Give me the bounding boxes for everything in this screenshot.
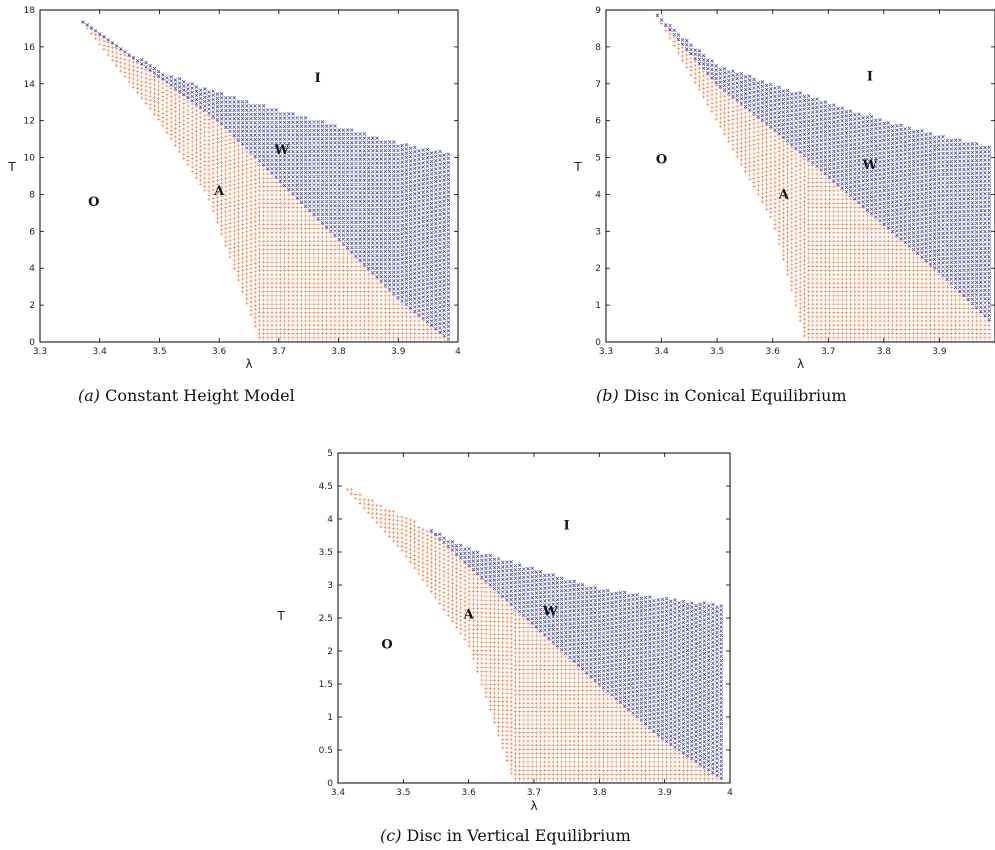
chart-a-region-label-a: A [213,184,225,199]
chart-b-ytick-label: 1 [595,301,601,311]
chart-c-ytick-label: 5 [327,449,333,459]
chart-b-region-label-o: O [656,152,667,167]
chart-a-ytick-label: 2 [29,301,35,311]
chart-b-region-label-a: A [778,187,790,202]
chart-a-region-label-w: W [274,143,290,158]
caption-c: (c) Disc in Vertical Equilibrium [380,826,631,845]
chart-c-region-label-i: I [564,519,570,534]
chart-b-group: 3.3 3.4 3.5 3.6 3.7 3.8 3.9 0 1 2 3 4 5 6 7 8 9 λ T I W A O [573,6,995,371]
chart-a-region-label-i: I [315,71,321,86]
chart-c-ytick-label: 1.5 [319,680,333,690]
chart-c-xtick-label: 3.5 [396,788,410,798]
chart-c-xtick-label: 3.7 [527,788,541,798]
chart-a-ytick-label: 0 [29,338,35,348]
caption-b: (b) Disc in Conical Equilibrium [596,386,847,405]
chart-a-xtick-label: 3.3 [33,347,47,357]
chart-b-xtick-label: 3.7 [821,347,835,357]
chart-b-region-label-i: I [867,69,873,84]
chart-c-xtick-label: 3.6 [462,788,477,798]
chart-a-group: 3.3 3.4 3.5 3.6 3.7 3.8 3.9 4 0 2 4 6 8 10 12 14 16 18 λ T I… [7,6,461,371]
chart-c-series-w-markers [429,528,723,780]
chart-b-xtick-label: 3.5 [710,347,724,357]
chart-a-xtick-label: 3.4 [93,347,108,357]
chart-c-ytick-label: 1 [327,713,333,723]
chart-c-ytick-label: 4.5 [319,482,333,492]
chart-a-markers [81,20,451,342]
chart-c-ytick-label: 0.5 [319,746,333,756]
caption-c-tag: (c) [380,826,402,845]
chart-c-region-label-a: A [463,608,475,623]
caption-a-text: Constant Height Model [105,386,295,405]
chart-b-ytick-label: 6 [595,117,601,127]
chart-b-xtick-label: 3.8 [877,347,892,357]
chart-c-ylabel: T [276,609,285,623]
chart-c-ytick-label: 2.5 [319,614,333,624]
chart-a-xtick-label: 3.6 [212,347,227,357]
chart-a-region-label-o: O [88,195,99,210]
chart-c-xtick-label: 3.4 [331,788,346,798]
chart-a-xtick-label: 3.9 [391,347,406,357]
chart-c-ytick-label: 2 [327,647,333,657]
chart-c-ytick-label: 3.5 [319,548,333,558]
chart-c-xtick-label: 4 [727,788,733,798]
caption-a-tag: (a) [78,386,101,405]
chart-a-xtick-label: 3.5 [152,347,166,357]
chart-a-ytick-label: 8 [29,190,35,200]
chart-b-markers [655,13,991,342]
chart-b-ytick-label: 3 [595,227,601,237]
caption-b-tag: (b) [596,386,619,405]
chart-a-xtick-label: 4 [455,347,461,357]
chart-b-xtick-label: 3.6 [766,347,781,357]
chart-a-ytick-label: 4 [29,264,35,274]
chart-a-ytick-label: 16 [24,43,36,53]
chart-b-ytick-label: 5 [595,154,601,164]
chart-c-ytick-label: 0 [327,779,333,789]
chart-a-series-a-markers [81,21,450,342]
chart-a-xlabel: λ [245,357,252,371]
chart-c-series-a-markers [345,487,723,783]
chart-b-ytick-label: 8 [595,43,601,53]
chart-a-ytick-label: 6 [29,227,35,237]
chart-a-ytick-label: 12 [24,117,35,127]
chart-b-xtick-label: 3.4 [654,347,669,357]
chart-b-region-label-w: W [862,158,878,173]
chart-a-ytick-label: 10 [24,154,36,164]
chart-b-ytick-label: 9 [595,6,601,16]
chart-c-region-label-o: O [381,637,392,652]
chart-c-region-label-w: W [542,604,558,619]
chart-c-ytick-label: 4 [327,515,333,525]
caption-a: (a) Constant Height Model [78,386,295,405]
chart-c-xlabel: λ [530,799,537,813]
chart-b-series-a-markers [655,14,991,342]
chart-b-frame [605,9,995,343]
chart-b-ytick-label: 7 [595,80,601,90]
chart-b-ytick-label: 2 [595,264,601,274]
chart-b-ytick-label: 0 [595,338,601,348]
chart-b-series-w-markers [655,13,991,322]
chart-a-frame [39,9,459,343]
chart-b-xlabel: λ [797,357,804,371]
chart-a-series-w-markers [81,20,451,341]
chart-a-xtick-label: 3.7 [272,347,286,357]
chart-c-xtick-label: 3.9 [658,788,673,798]
chart-a-ylabel: T [7,160,16,174]
chart-b-xtick-label: 3.3 [599,347,613,357]
chart-c-ytick-label: 3 [327,581,333,591]
chart-a-xtick-label: 3.8 [331,347,346,357]
chart-c-group: 3.4 3.5 3.6 3.7 3.8 3.9 4 0 0.5 1 1.5 2 2.5 3 3.5 4 4.5 5… [276,449,733,813]
chart-a-ytick-label: 18 [24,6,36,16]
chart-b-xtick-label: 3.9 [932,347,947,357]
chart-b-ytick-label: 4 [595,190,601,200]
chart-a-ytick-label: 14 [24,80,36,90]
chart-c-markers [345,487,723,783]
caption-c-text: Disc in Vertical Equilibrium [406,826,631,845]
caption-b-text: Disc in Conical Equilibrium [623,386,847,405]
chart-c-xtick-label: 3.8 [592,788,607,798]
chart-b-ylabel: T [573,160,582,174]
